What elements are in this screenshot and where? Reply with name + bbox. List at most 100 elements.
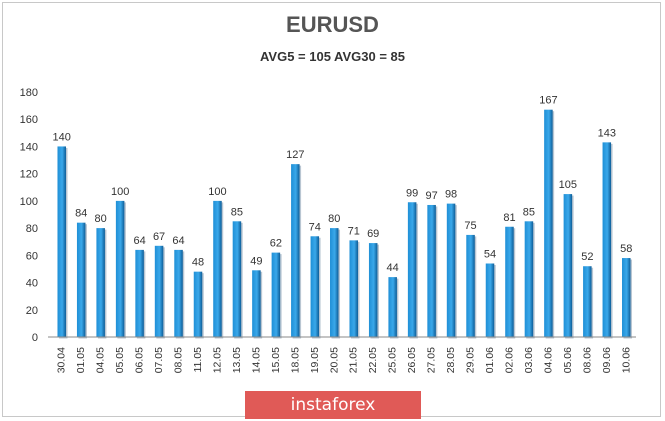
bar xyxy=(368,243,378,337)
bar xyxy=(485,263,495,337)
x-tick-label: 20.05 xyxy=(328,347,340,373)
x-tick-label: 28.05 xyxy=(445,347,457,373)
y-tick-label: 180 xyxy=(20,87,38,99)
y-tick-label: 40 xyxy=(26,278,38,290)
bar xyxy=(193,271,203,337)
bar xyxy=(563,194,573,337)
x-tick-label: 21.05 xyxy=(348,347,360,373)
data-label: 67 xyxy=(153,231,165,243)
bar xyxy=(622,258,631,337)
bar xyxy=(213,200,222,337)
x-tick-label: 10.06 xyxy=(620,347,632,373)
y-tick-label: 60 xyxy=(26,250,38,262)
x-tick-label: 14.05 xyxy=(250,347,262,373)
bar xyxy=(330,228,339,337)
data-label: 80 xyxy=(95,213,107,225)
x-tick-label: 06.05 xyxy=(134,347,146,373)
x-tick-label: 19.05 xyxy=(309,347,321,373)
data-label: 58 xyxy=(620,243,632,255)
x-tick-label: 22.05 xyxy=(367,347,379,373)
data-label: 84 xyxy=(75,208,87,220)
data-label: 64 xyxy=(172,235,184,247)
y-tick-label: 0 xyxy=(32,332,38,344)
x-tick-label: 05.05 xyxy=(114,347,126,373)
chart-subtitle: AVG5 = 105 AVG30 = 85 xyxy=(259,49,405,64)
data-label: 54 xyxy=(484,249,496,261)
x-tick-label: 04.05 xyxy=(95,347,107,373)
data-label: 75 xyxy=(464,220,476,232)
bar xyxy=(174,249,183,337)
bar xyxy=(154,245,164,337)
data-label: 85 xyxy=(523,206,535,218)
bar xyxy=(135,249,144,337)
bar xyxy=(388,277,397,337)
x-tick-label: 27.05 xyxy=(426,347,438,373)
bar xyxy=(232,221,242,337)
bar xyxy=(76,222,86,337)
bar xyxy=(583,266,592,337)
x-tick-label: 02.06 xyxy=(503,347,515,373)
x-tick-label: 26.05 xyxy=(406,347,418,373)
bar xyxy=(96,228,105,337)
bar xyxy=(407,202,417,337)
data-label: 127 xyxy=(286,149,304,161)
bar xyxy=(446,203,456,337)
x-tick-label: 13.05 xyxy=(231,347,243,373)
data-label: 85 xyxy=(231,206,243,218)
bar xyxy=(505,226,514,337)
x-tick-label: 01.06 xyxy=(484,347,496,373)
x-tick-label: 03.06 xyxy=(523,347,535,373)
y-tick-label: 20 xyxy=(26,305,38,317)
x-tick-label: 01.05 xyxy=(75,347,87,373)
bar xyxy=(427,204,436,337)
bar xyxy=(291,164,300,337)
brand-badge: instaforex xyxy=(245,391,421,419)
y-tick-label: 80 xyxy=(26,223,38,235)
bar xyxy=(466,234,475,337)
data-label: 69 xyxy=(367,228,379,240)
bar xyxy=(544,109,553,337)
data-label: 105 xyxy=(559,179,577,191)
bar xyxy=(310,236,320,337)
x-tick-label: 04.06 xyxy=(542,347,554,373)
data-label: 143 xyxy=(598,127,616,139)
x-tick-label: 09.06 xyxy=(601,347,613,373)
data-label: 52 xyxy=(581,251,593,263)
data-label: 62 xyxy=(270,238,282,250)
x-tick-label: 11.05 xyxy=(192,347,204,373)
y-tick-label: 100 xyxy=(20,196,38,208)
data-label: 48 xyxy=(192,257,204,269)
data-label: 140 xyxy=(53,131,71,143)
data-label: 44 xyxy=(387,262,399,274)
x-tick-label: 18.05 xyxy=(289,347,301,373)
x-tick-label: 15.05 xyxy=(270,347,282,373)
data-label: 97 xyxy=(425,190,437,202)
bar xyxy=(271,252,281,337)
data-label: 167 xyxy=(539,95,557,107)
x-tick-label: 05.06 xyxy=(562,347,574,373)
data-label: 74 xyxy=(309,221,321,233)
x-tick-label: 07.05 xyxy=(153,347,165,373)
data-label: 49 xyxy=(250,255,262,267)
bar xyxy=(524,221,534,337)
data-label: 81 xyxy=(503,212,515,224)
data-label: 64 xyxy=(133,235,145,247)
data-label: 71 xyxy=(348,225,360,237)
bar xyxy=(252,270,261,337)
y-tick-label: 120 xyxy=(20,169,38,181)
y-tick-label: 160 xyxy=(20,114,38,126)
data-label: 100 xyxy=(208,186,226,198)
x-tick-label: 08.06 xyxy=(581,347,593,373)
data-label: 98 xyxy=(445,189,457,201)
data-label: 99 xyxy=(406,187,418,199)
data-label: 80 xyxy=(328,213,340,225)
x-tick-label: 08.05 xyxy=(173,347,185,373)
x-tick-label: 30.04 xyxy=(56,347,68,373)
x-tick-label: 29.05 xyxy=(465,347,477,373)
bar xyxy=(115,200,125,337)
y-tick-label: 140 xyxy=(20,141,38,153)
x-tick-label: 25.05 xyxy=(387,347,399,373)
bar xyxy=(57,146,66,337)
data-label: 100 xyxy=(111,186,129,198)
